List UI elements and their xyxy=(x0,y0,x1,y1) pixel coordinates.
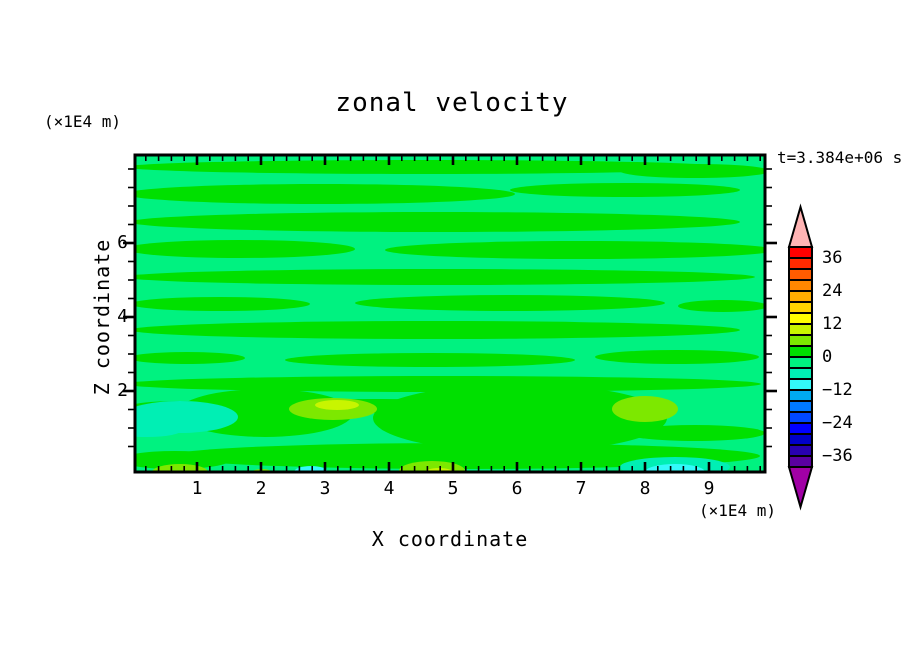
contour-band xyxy=(135,240,355,258)
contour-band xyxy=(135,297,310,311)
contour-band xyxy=(135,160,725,174)
x-tick-label: 2 xyxy=(255,478,267,499)
y-tick-label: 4 xyxy=(117,306,128,327)
contour-band xyxy=(510,183,740,197)
contour-band xyxy=(612,396,678,422)
x-axis-title: X coordinate xyxy=(371,527,529,551)
contour-band xyxy=(135,184,515,204)
contour-band xyxy=(135,451,230,469)
contour-band xyxy=(373,384,667,452)
colorbar-tick-label: 24 xyxy=(822,281,843,301)
colorbar-tick-label: 0 xyxy=(822,347,833,367)
contour-band xyxy=(170,443,760,469)
contour-band xyxy=(645,464,705,472)
contour-band xyxy=(135,269,755,285)
colorbar-tick-label: 12 xyxy=(822,314,843,334)
x-tick-label: 6 xyxy=(511,478,523,499)
contour-band xyxy=(595,350,759,364)
plot-frame xyxy=(133,153,767,474)
contour-band xyxy=(135,321,740,339)
y-axis-unit-label: (×1E4 m) xyxy=(44,112,122,131)
contour-band xyxy=(152,464,208,472)
contour-band xyxy=(135,212,740,232)
x-tick-label: 7 xyxy=(575,478,587,499)
contour-band xyxy=(355,295,665,311)
contour-band xyxy=(135,376,761,392)
colorbar-tick-label: −24 xyxy=(822,413,853,433)
y-tick-label: 2 xyxy=(117,380,128,401)
x-tick-label: 8 xyxy=(639,478,651,499)
time-annotation: t=3.384e+06 s xyxy=(777,148,903,167)
colorbar-tick-label: 36 xyxy=(822,248,843,268)
y-tick-label: 6 xyxy=(117,232,128,253)
contour-band xyxy=(135,352,245,364)
x-tick-label: 3 xyxy=(319,478,331,499)
x-tick-label: 5 xyxy=(447,478,459,499)
x-axis-unit-label: (×1E4 m) xyxy=(698,501,776,520)
contour-band xyxy=(285,353,575,367)
contour-band xyxy=(315,400,359,410)
y-axis-title: Z coordinate xyxy=(90,238,114,396)
contour-plot xyxy=(123,153,777,474)
contour-band xyxy=(678,300,765,312)
x-tick-label: 1 xyxy=(191,478,203,499)
x-tick-label: 4 xyxy=(383,478,395,499)
colorbar-under-arrow xyxy=(787,466,814,511)
x-tick-label: 9 xyxy=(703,478,715,499)
colorbar xyxy=(787,203,814,511)
contour-band xyxy=(625,425,765,441)
contour-band xyxy=(385,241,765,259)
colorbar-tick-label: −12 xyxy=(822,380,853,400)
contour-field xyxy=(135,155,765,472)
contour-band xyxy=(135,423,182,437)
contour-band xyxy=(620,164,765,178)
colorbar-tick-label: −36 xyxy=(822,446,853,466)
plot-title: zonal velocity xyxy=(335,88,569,118)
